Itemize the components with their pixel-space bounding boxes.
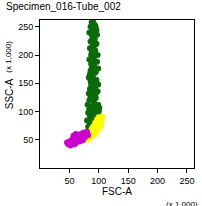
svg-text:SSC-A: SSC-A (4, 78, 15, 109)
svg-text:100: 100 (91, 176, 106, 186)
svg-text:200: 200 (150, 176, 165, 186)
svg-text:250: 250 (179, 176, 194, 186)
svg-text:100: 100 (18, 107, 33, 117)
svg-text:FSC-A: FSC-A (102, 186, 132, 197)
svg-text:200: 200 (18, 50, 33, 60)
svg-text:(x 1,000): (x 1,000) (166, 200, 198, 206)
svg-text:150: 150 (18, 78, 33, 88)
svg-text:250: 250 (18, 22, 33, 32)
svg-text:Specimen_016-Tube_002: Specimen_016-Tube_002 (6, 1, 121, 12)
svg-text:50: 50 (23, 135, 33, 145)
svg-text:150: 150 (121, 176, 136, 186)
svg-text:(x 1,000): (x 1,000) (4, 41, 13, 73)
svg-text:50: 50 (64, 176, 74, 186)
